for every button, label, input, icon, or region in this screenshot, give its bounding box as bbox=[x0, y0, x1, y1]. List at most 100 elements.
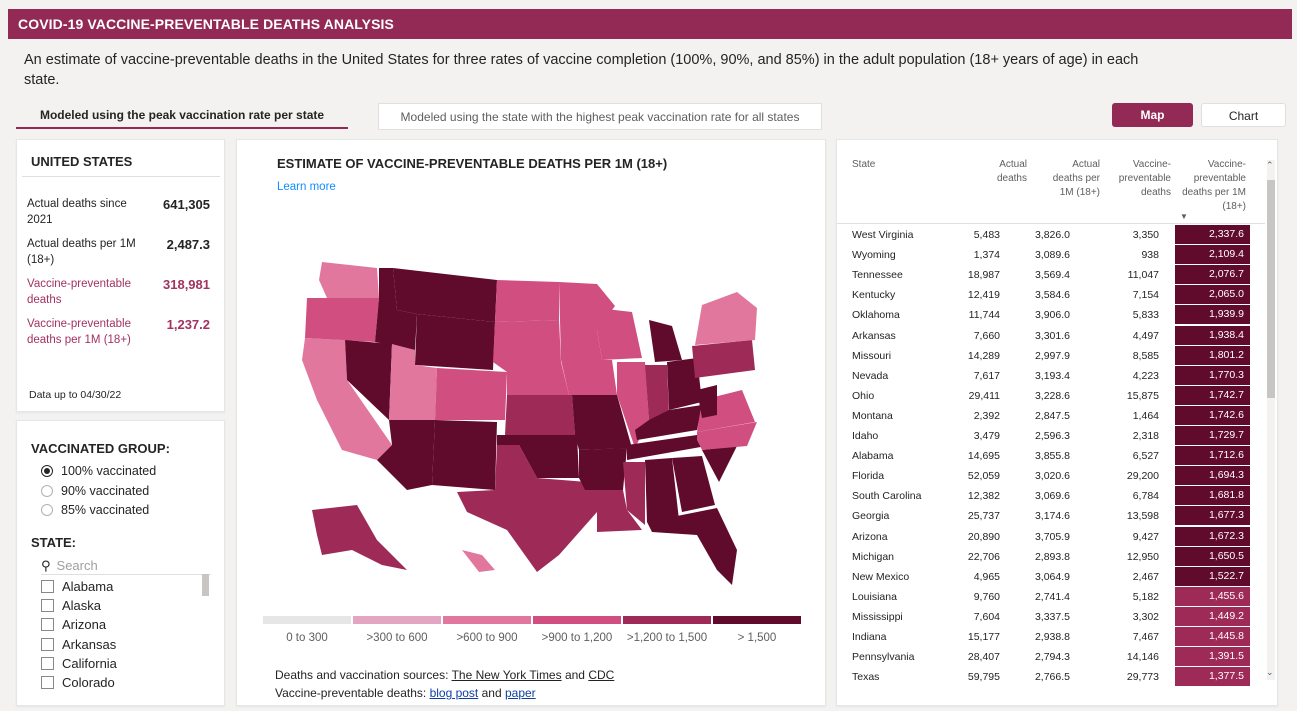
state-checkbox-alaska[interactable]: Alaska bbox=[41, 598, 101, 613]
col-header-actual-deaths[interactable]: Actual deaths bbox=[996, 159, 1027, 184]
scroll-down-icon[interactable]: ⌄ bbox=[1266, 667, 1274, 677]
checkbox-icon[interactable] bbox=[41, 599, 54, 612]
cell-state: Mississippi bbox=[852, 610, 903, 623]
us-choropleth-map[interactable] bbox=[297, 250, 757, 590]
cell-vpd-per-1m: 1,650.5 bbox=[1175, 546, 1250, 566]
cell-vpd: 2,467 bbox=[1132, 570, 1159, 583]
table-row[interactable]: Arkansas 7,660 3,301.6 4,497 1,938.4 bbox=[837, 325, 1252, 346]
cell-state: Missouri bbox=[852, 349, 892, 362]
cell-actual-deaths: 29,411 bbox=[968, 389, 1000, 402]
col-header-actual-per-1m[interactable]: Actual deaths per 1M (18+) bbox=[1052, 159, 1100, 198]
map-state-kansas bbox=[505, 395, 575, 435]
state-search-input[interactable]: ⚲ Search bbox=[41, 557, 211, 575]
radio-icon[interactable] bbox=[41, 504, 53, 516]
col-header-state[interactable]: State bbox=[852, 159, 876, 170]
vpd-and: and bbox=[481, 686, 502, 700]
col-header-vpd-per-1m[interactable]: Vaccine-preventable deaths per 1M (18+) bbox=[1182, 159, 1246, 212]
map-button[interactable]: Map bbox=[1112, 103, 1193, 127]
legend-swatch bbox=[623, 616, 711, 624]
cell-vpd: 29,773 bbox=[1126, 671, 1159, 684]
table-row[interactable]: Louisiana 9,760 2,741.4 5,182 1,455.6 bbox=[837, 586, 1252, 607]
cell-vpd: 7,467 bbox=[1132, 631, 1159, 643]
table-row[interactable]: Mississippi 7,604 3,337.5 3,302 1,449.2 bbox=[837, 606, 1252, 627]
state-list-scrollbar[interactable] bbox=[202, 574, 209, 596]
table-row[interactable]: Tennessee 18,987 3,569.4 11,047 2,076.7 bbox=[837, 265, 1252, 285]
table-row[interactable]: Idaho 3,479 2,596.3 2,318 1,729.7 bbox=[837, 426, 1252, 446]
cell-state: Tennessee bbox=[852, 269, 903, 282]
nyt-link[interactable]: The New York Times bbox=[451, 668, 562, 682]
stat-actual-deaths-value: 641,305 bbox=[163, 197, 210, 212]
table-scroll-thumb[interactable] bbox=[1267, 180, 1275, 398]
map-state-utah bbox=[389, 344, 437, 420]
cell-state: Wyoming bbox=[852, 249, 896, 262]
sort-desc-icon[interactable]: ▼ bbox=[1180, 212, 1188, 221]
legend-swatch bbox=[713, 616, 801, 624]
table-row[interactable]: South Carolina 12,382 3,069.6 6,784 1,681.8 bbox=[837, 486, 1252, 506]
map-state-arkansas bbox=[579, 448, 627, 490]
cell-actual-per-1m: 3,569.4 bbox=[1034, 269, 1070, 282]
state-checkbox-alabama[interactable]: Alabama bbox=[41, 579, 113, 594]
chart-button[interactable]: Chart bbox=[1201, 103, 1286, 127]
table-row[interactable]: Florida 52,059 3,020.6 29,200 1,694.3 bbox=[837, 466, 1252, 486]
scroll-up-icon[interactable]: ⌃ bbox=[1266, 160, 1274, 170]
map-state-mississippi bbox=[623, 462, 645, 525]
state-checkbox-arizona[interactable]: Arizona bbox=[41, 617, 106, 632]
legend-label: >900 to 1,200 bbox=[541, 632, 613, 644]
table-row[interactable]: Oklahoma 11,744 3,906.0 5,833 1,939.9 bbox=[837, 305, 1252, 325]
table-row[interactable]: Texas 59,795 2,766.5 29,773 1,377.5 bbox=[837, 667, 1252, 687]
cdc-link[interactable]: CDC bbox=[588, 668, 615, 682]
col-header-vpd[interactable]: Vaccine-preventable deaths bbox=[1118, 159, 1171, 198]
table-row[interactable]: Arizona 20,890 3,705.9 9,427 1,672.3 bbox=[837, 526, 1252, 547]
radio-icon[interactable] bbox=[41, 485, 53, 497]
table-row[interactable]: Ohio 29,411 3,228.6 15,875 1,742.7 bbox=[837, 385, 1252, 406]
checkbox-icon[interactable] bbox=[41, 580, 54, 593]
state-checkbox-arkansas[interactable]: Arkansas bbox=[41, 637, 116, 652]
cell-state: Kentucky bbox=[852, 289, 896, 302]
table-row[interactable]: Nevada 7,617 3,193.4 4,223 1,770.3 bbox=[837, 365, 1252, 386]
search-placeholder: Search bbox=[56, 558, 98, 573]
checkbox-icon[interactable] bbox=[41, 657, 54, 670]
table-row[interactable]: Michigan 22,706 2,893.8 12,950 1,650.5 bbox=[837, 546, 1252, 567]
table-row[interactable]: Alabama 14,695 3,855.8 6,527 1,712.6 bbox=[837, 446, 1252, 466]
table-row[interactable]: Kentucky 12,419 3,584.6 7,154 2,065.0 bbox=[837, 285, 1252, 305]
cell-actual-per-1m: 2,766.5 bbox=[1034, 671, 1070, 684]
tab-peak-rate[interactable]: Modeled using the peak vaccination rate … bbox=[16, 103, 348, 129]
cell-actual-per-1m: 3,228.6 bbox=[1034, 389, 1070, 402]
cell-actual-deaths: 22,706 bbox=[967, 550, 1000, 563]
checkbox-icon[interactable] bbox=[41, 676, 54, 689]
table-row[interactable]: New Mexico 4,965 3,064.9 2,467 1,522.7 bbox=[837, 566, 1252, 587]
table-row[interactable]: Indiana 15,177 2,938.8 7,467 1,445.8 bbox=[837, 627, 1252, 647]
vaccinated-group-title: VACCINATED GROUP: bbox=[31, 441, 170, 456]
cell-actual-per-1m: 2,741.4 bbox=[1034, 590, 1070, 603]
table-row[interactable]: Georgia 25,737 3,174.6 13,598 1,677.3 bbox=[837, 506, 1252, 526]
cell-state: Alabama bbox=[852, 450, 894, 463]
table-row[interactable]: Pennsylvania 28,407 2,794.3 14,146 1,391.5 bbox=[837, 647, 1252, 667]
map-state-tennessee bbox=[627, 435, 712, 460]
state-checkbox-california[interactable]: California bbox=[41, 656, 117, 671]
radio-90-percent[interactable]: 90% vaccinated bbox=[41, 484, 149, 498]
tab-highest-rate[interactable]: Modeled using the state with the highest… bbox=[378, 103, 822, 130]
stat-actual-deaths-label: Actual deaths since 2021 bbox=[27, 198, 127, 226]
state-checkbox-colorado[interactable]: Colorado bbox=[41, 675, 115, 690]
blog-post-link[interactable]: blog post bbox=[429, 686, 479, 700]
paper-link[interactable]: paper bbox=[504, 686, 536, 700]
map-state-michigan bbox=[649, 320, 682, 362]
cell-actual-deaths: 12,419 bbox=[967, 289, 1000, 302]
legend-swatch bbox=[263, 616, 351, 624]
cell-state: South Carolina bbox=[852, 490, 922, 503]
checkbox-icon[interactable] bbox=[41, 618, 54, 631]
table-scroll-track[interactable] bbox=[1267, 160, 1275, 680]
radio-selected-icon[interactable] bbox=[41, 465, 53, 477]
radio-85-percent[interactable]: 85% vaccinated bbox=[41, 503, 149, 517]
table-row[interactable]: Missouri 14,289 2,997.9 8,585 1,801.2 bbox=[837, 345, 1252, 366]
map-state-new-mexico bbox=[432, 420, 497, 490]
vpd-sources-line: Vaccine-preventable deaths: blog post an… bbox=[275, 686, 536, 700]
learn-more-link[interactable]: Learn more bbox=[277, 181, 336, 193]
cell-actual-deaths: 4,965 bbox=[973, 570, 1000, 583]
table-row[interactable]: Wyoming 1,374 3,089.6 938 2,109.4 bbox=[837, 245, 1252, 265]
state-label: Arkansas bbox=[62, 637, 117, 652]
table-row[interactable]: Montana 2,392 2,847.5 1,464 1,742.6 bbox=[837, 405, 1252, 426]
table-row[interactable]: West Virginia 5,483 3,826.0 3,350 2,337.6 bbox=[837, 225, 1252, 245]
checkbox-icon[interactable] bbox=[41, 638, 54, 651]
radio-100-percent[interactable]: 100% vaccinated bbox=[41, 464, 156, 478]
